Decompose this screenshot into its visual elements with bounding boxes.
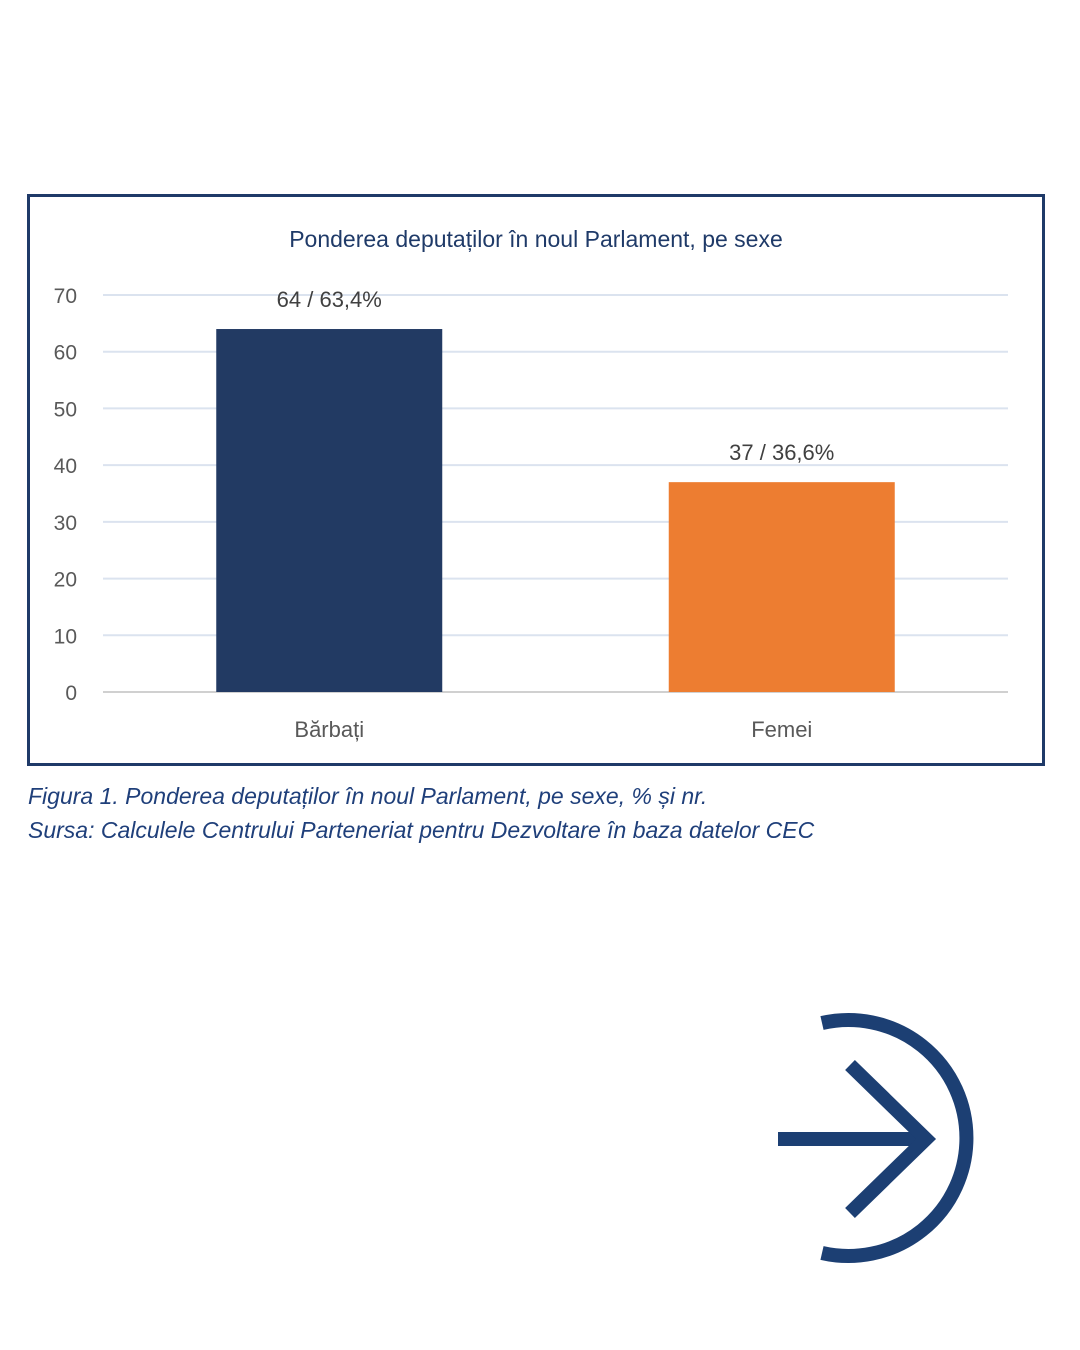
y-tick-label: 10 [54, 625, 77, 648]
bar-2 [668, 482, 895, 692]
y-tick-label: 0 [65, 682, 77, 705]
y-tick-label: 20 [54, 569, 77, 592]
chart-title: Ponderea deputaților în noul Parlament, … [289, 226, 783, 252]
y-tick-label: 50 [54, 398, 77, 421]
y-tick-label: 30 [54, 512, 77, 535]
data-label: 64 / 63,4% [277, 287, 382, 312]
y-tick-label: 60 [54, 342, 77, 365]
x-category-label: Femei [751, 717, 812, 742]
source-caption: Sursa: Calculele Centrului Parteneriat p… [28, 817, 815, 843]
arrow-right-circle-icon[interactable] [770, 1005, 1020, 1275]
chart-frame: Ponderea deputaților în noul Parlament, … [27, 194, 1045, 766]
bar-chart: Ponderea deputaților în noul Parlament, … [54, 226, 1008, 742]
y-tick-label: 40 [54, 455, 77, 478]
arrow-head [845, 1059, 937, 1219]
y-tick-label: 70 [54, 285, 77, 308]
bar-1 [216, 329, 443, 692]
data-label: 37 / 36,6% [729, 440, 834, 465]
figure-caption: Figura 1. Ponderea deputaților în noul P… [28, 783, 708, 809]
x-category-label: Bărbați [294, 717, 364, 742]
circle-arc [820, 1013, 974, 1263]
